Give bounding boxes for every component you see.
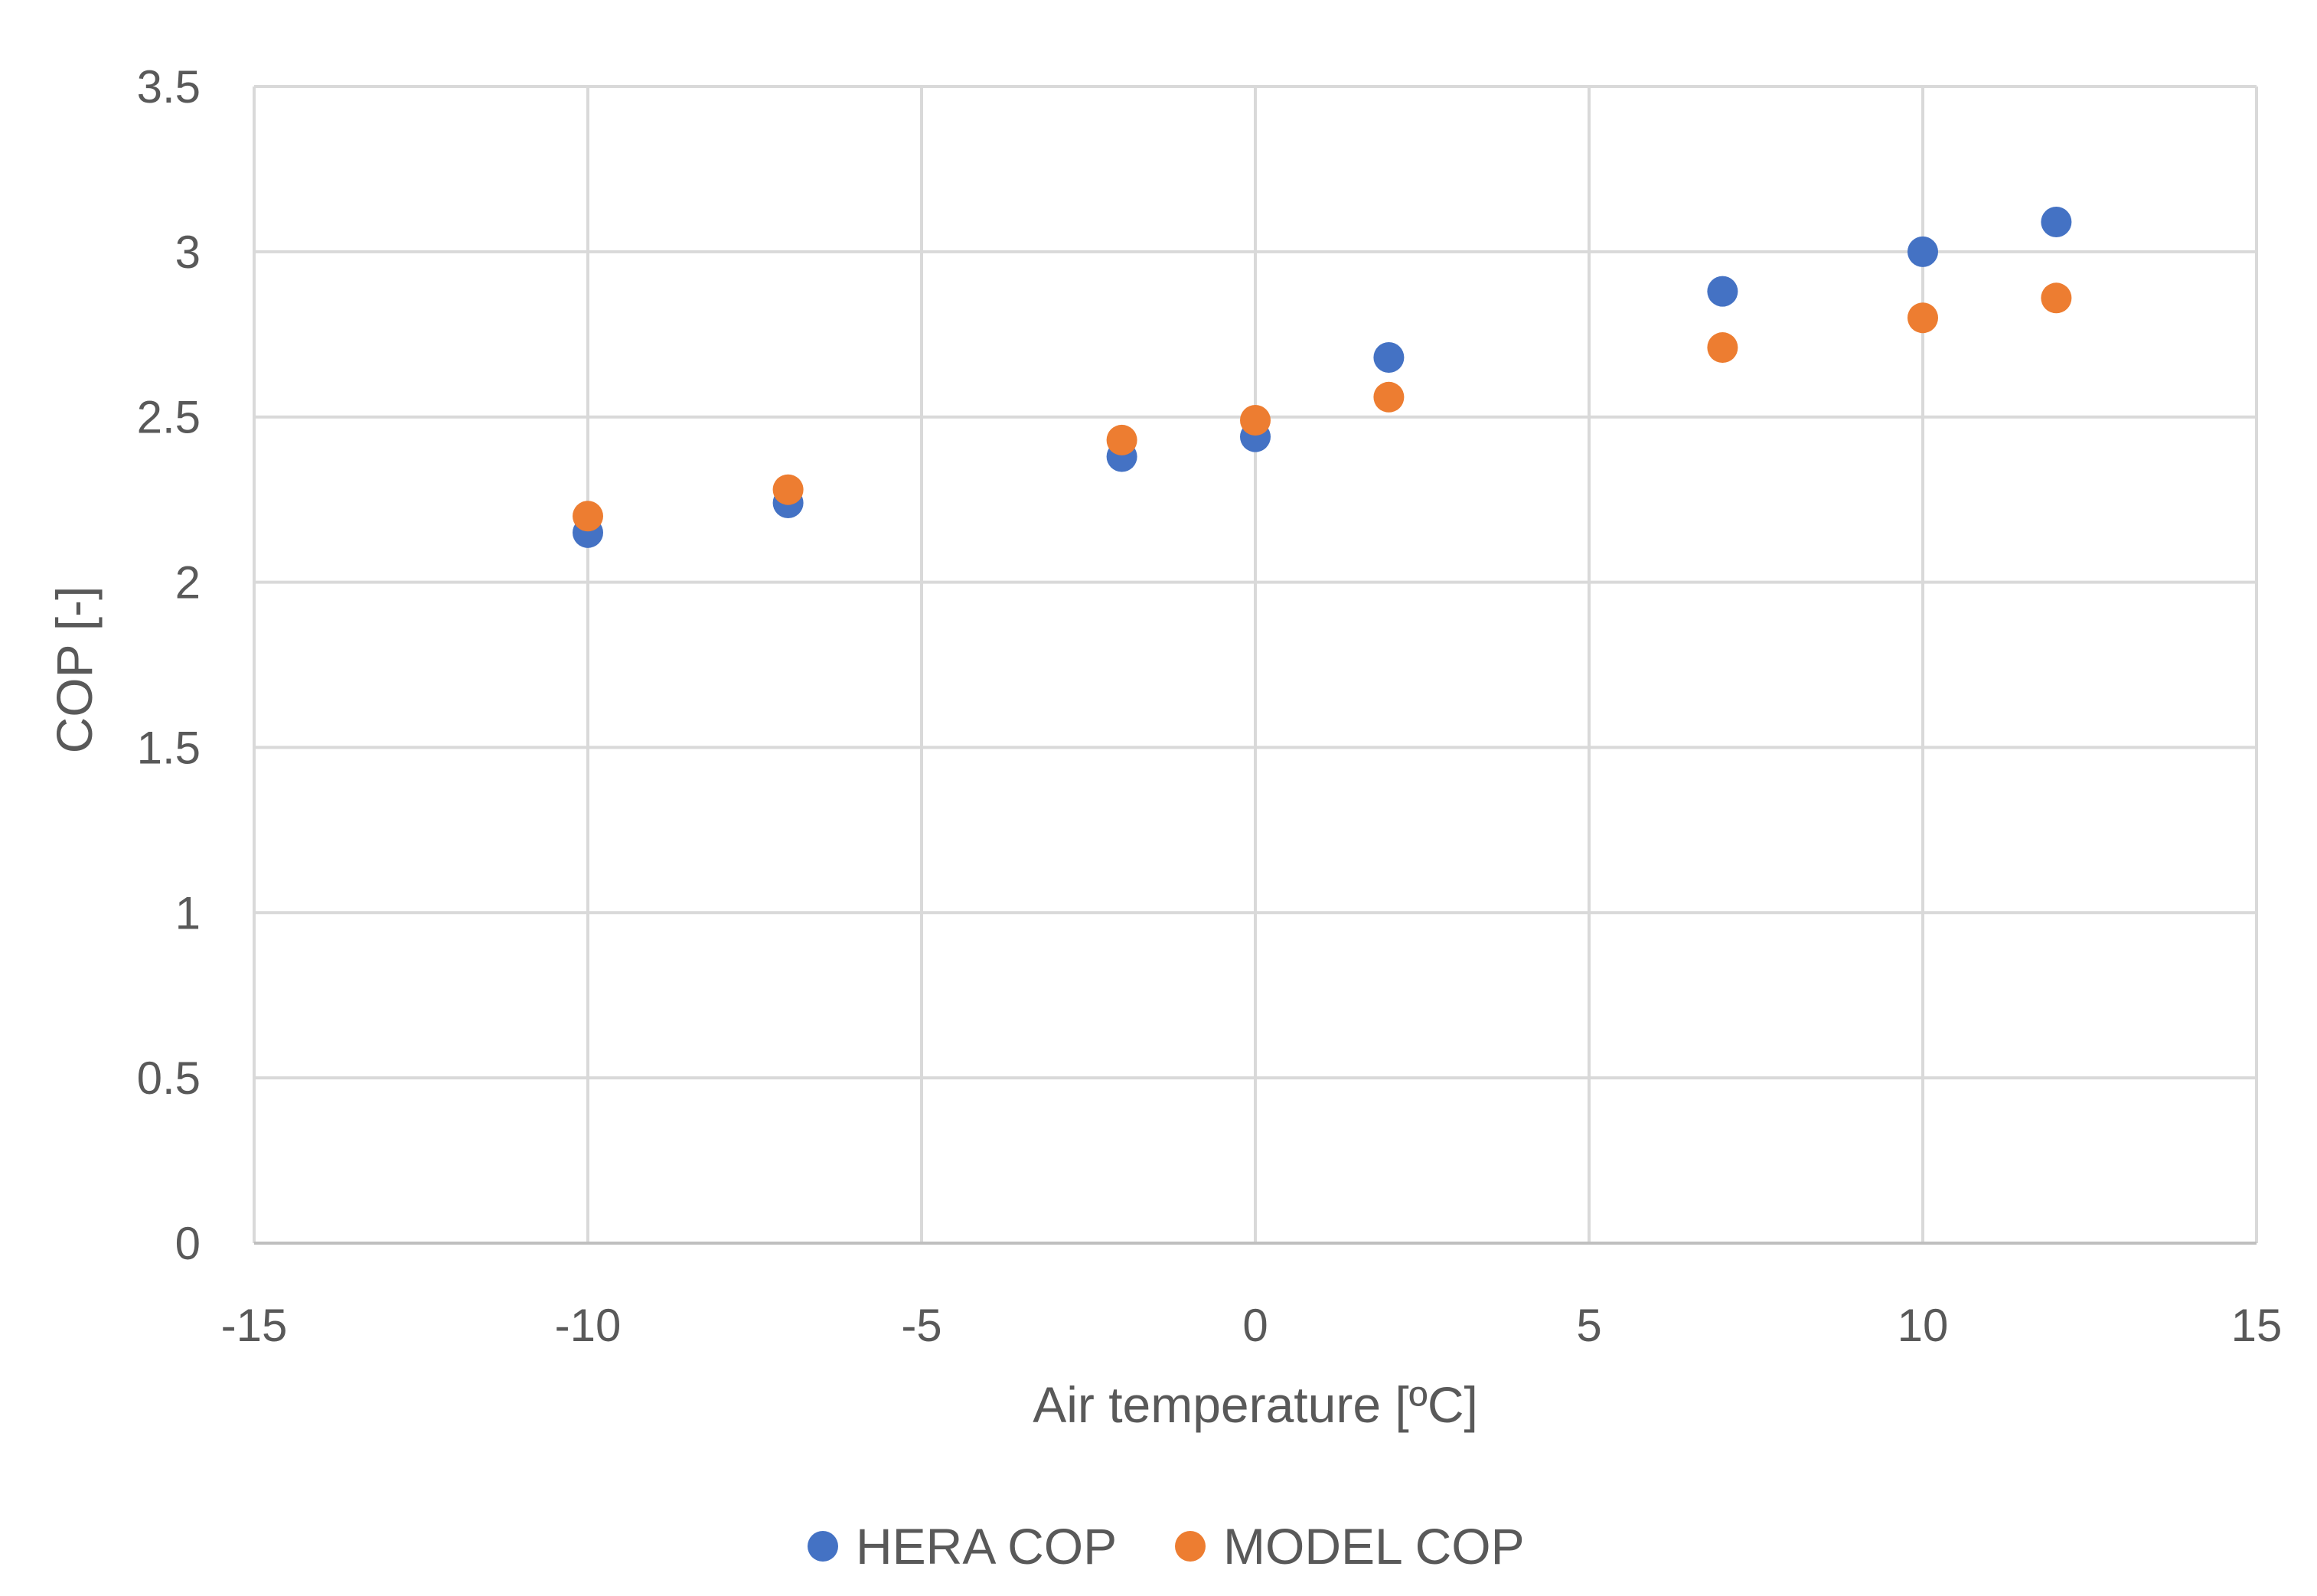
y-tick-label: 2 <box>175 557 201 609</box>
point-model-cop <box>1707 332 1738 364</box>
x-axis-title: Air temperature [ºC] <box>1033 1376 1478 1433</box>
point-hera-cop <box>1707 276 1738 307</box>
y-axis-title: COP [-] <box>46 586 103 754</box>
x-tick-label: 10 <box>1898 1300 1949 1351</box>
y-tick-label: 0.5 <box>137 1053 201 1104</box>
legend-item-model-cop: MODEL COP <box>1175 1518 1525 1575</box>
legend-label-hera-cop: HERA COP <box>856 1518 1117 1575</box>
y-tick-label: 1 <box>175 887 201 938</box>
x-tick-label: -5 <box>901 1300 941 1351</box>
y-tick-label: 3.5 <box>137 61 201 113</box>
point-model-cop <box>1106 424 1137 455</box>
point-hera-cop <box>1907 236 1938 267</box>
gridlines <box>253 85 2258 1243</box>
y-tick-label: 0 <box>175 1218 201 1269</box>
point-hera-cop <box>2041 207 2072 238</box>
data-points <box>573 207 2072 548</box>
legend-item-hera-cop: HERA COP <box>808 1518 1117 1575</box>
x-tick-label: 0 <box>1242 1300 1268 1351</box>
point-model-cop <box>573 501 603 532</box>
x-tick-label: 5 <box>1576 1300 1601 1351</box>
point-model-cop <box>772 474 804 505</box>
y-tick-label: 2.5 <box>137 392 201 443</box>
point-model-cop <box>2041 282 2072 314</box>
legend: HERA COP MODEL COP <box>808 1518 1525 1575</box>
x-tick-label: -10 <box>555 1300 622 1351</box>
y-axis-ticks: 0 0.5 1 1.5 2 2.5 3 3.5 <box>137 61 201 1269</box>
point-model-cop <box>1907 302 1938 334</box>
x-axis-ticks: -15 -10 -5 0 5 10 15 <box>221 1300 2283 1351</box>
point-model-cop <box>1240 405 1271 436</box>
y-tick-label: 3 <box>175 227 201 278</box>
legend-marker-model-cop <box>1175 1531 1206 1562</box>
point-model-cop <box>1373 381 1405 413</box>
legend-marker-hera-cop <box>808 1531 838 1562</box>
point-hera-cop <box>1373 342 1405 374</box>
x-tick-label: -15 <box>221 1300 288 1351</box>
legend-label-model-cop: MODEL COP <box>1223 1518 1525 1575</box>
x-tick-label: 15 <box>2231 1300 2283 1351</box>
y-tick-label: 1.5 <box>137 722 201 773</box>
